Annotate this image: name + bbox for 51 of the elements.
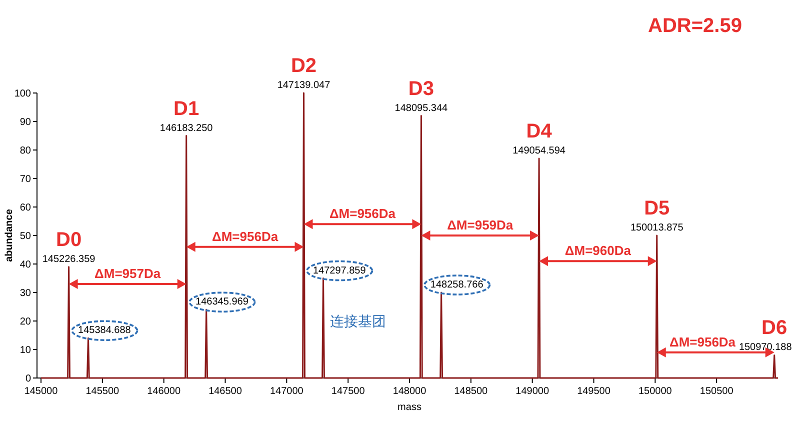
y-tick-label: 90: [20, 117, 32, 128]
y-tick-label: 100: [14, 88, 32, 100]
x-tick-label: 147000: [270, 386, 304, 397]
annotation: 150013.875: [630, 222, 684, 234]
x-tick-label: 145000: [24, 386, 58, 397]
annotation: D4: [526, 120, 553, 143]
x-tick-label: 149000: [516, 386, 550, 397]
annotation: ΔM=960Da: [564, 243, 632, 258]
x-tick-label: 145500: [86, 386, 120, 397]
annotation: 145226.359: [42, 254, 96, 265]
x-tick-label: 148000: [392, 386, 427, 397]
x-tick-label: 150000: [638, 386, 672, 397]
annotation: 150970.188: [738, 342, 792, 354]
y-tick-label: 50: [20, 231, 32, 242]
x-tick-label: 150500: [700, 386, 734, 397]
x-tick-label: 148500: [454, 386, 488, 397]
annotation: 148258.766: [430, 280, 484, 290]
annotation: D5: [644, 198, 670, 220]
x-axis-title: mass: [398, 402, 422, 413]
y-tick-label: 20: [20, 316, 32, 328]
annotation: 147139.047: [277, 80, 331, 91]
y-tick-label: 0: [25, 374, 32, 384]
annotation: ΔM=959Da: [447, 218, 514, 232]
annotation: D3: [408, 78, 434, 100]
annotation: D2: [290, 55, 317, 77]
y-tick-label: 70: [20, 174, 32, 185]
annotation: 连接基团: [330, 313, 386, 329]
x-tick-label: 147500: [331, 386, 366, 397]
x-tick-label: 146500: [208, 386, 242, 397]
annotation: ΔM=956Da: [212, 228, 279, 244]
text: ADR=2.59: [648, 15, 742, 37]
annotation: D6: [762, 317, 788, 340]
annotation: ΔM=956Da: [669, 334, 736, 350]
annotation: 145384.688: [78, 325, 132, 336]
annotation: ΔM=956Da: [329, 206, 396, 222]
annotation: D1: [174, 98, 200, 120]
x-tick-label: 149500: [577, 386, 611, 397]
annotation: 146183.250: [160, 122, 214, 134]
y-tick-label: 80: [20, 146, 32, 156]
y-tick-label: 60: [20, 202, 32, 214]
annotation: 149054.594: [512, 146, 566, 157]
annotation: 148095.344: [394, 102, 448, 114]
annotation: 146345.969: [196, 296, 249, 308]
y-tick-label: 40: [20, 260, 32, 270]
x-tick-label: 146000: [147, 386, 181, 397]
annotation: 147297.859: [312, 265, 366, 276]
annotation: D0: [56, 228, 82, 251]
y-tick-label: 10: [20, 345, 32, 356]
annotation: ΔM=957Da: [94, 266, 162, 281]
y-axis-title: abundance: [4, 208, 15, 262]
y-tick-label: 30: [20, 288, 32, 299]
